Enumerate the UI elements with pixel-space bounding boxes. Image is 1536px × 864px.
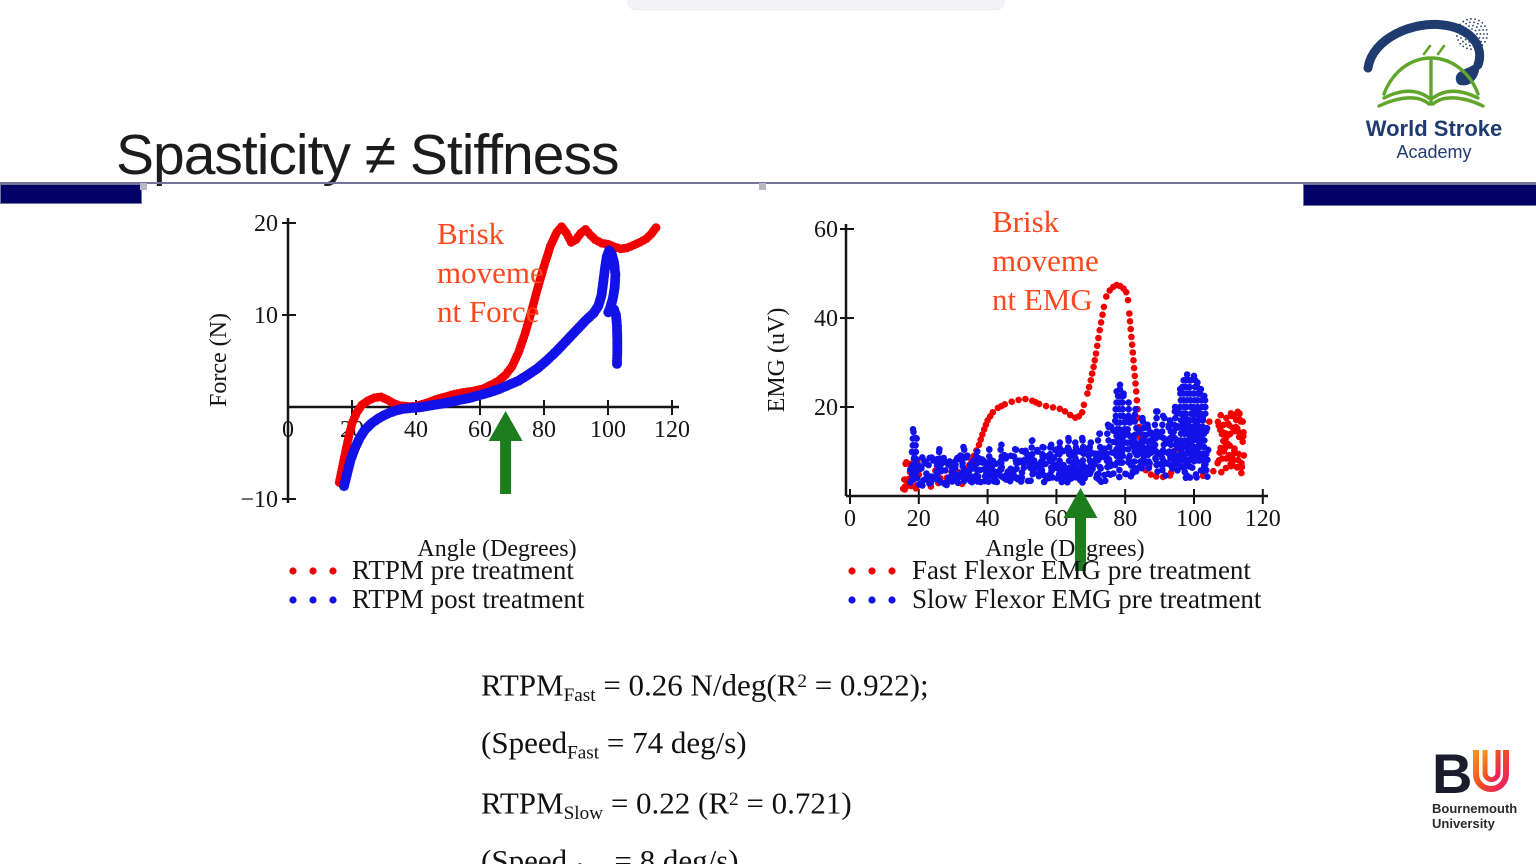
series-trace <box>339 245 623 492</box>
x-tick-label: 120 <box>654 417 690 443</box>
up-arrow-icon <box>488 411 523 494</box>
up-arrow-icon <box>1063 488 1098 571</box>
world-stroke-academy-logo: World Stroke Academy <box>1350 12 1520 162</box>
legend-marker <box>888 596 896 604</box>
legend-marker <box>868 596 876 604</box>
formula-line: RTPMSlow = 0.22 (R2 = 0.721) <box>481 786 852 825</box>
x-tick-label: 100 <box>590 417 626 443</box>
y-tick-label: −10 <box>240 487 278 513</box>
formula-line: RTPMFast = 0.26 N/deg(R2 = 0.922); <box>481 667 929 707</box>
legend-marker <box>329 596 337 604</box>
selection-handle <box>759 183 766 190</box>
legend-marker <box>329 567 337 575</box>
legend-marker <box>309 596 317 604</box>
legend-label: Fast Flexor EMG pre treatment <box>912 555 1251 585</box>
page-title: Spasticity ≠ Stiffness <box>116 123 619 188</box>
legend-label: RTPM post treatment <box>352 584 585 614</box>
legend-marker <box>309 567 317 575</box>
x-tick-label: 60 <box>468 417 492 443</box>
annotation-text: Brisk <box>437 216 505 251</box>
series-noise-band <box>1149 403 1180 479</box>
y-tick-label: 60 <box>814 217 838 243</box>
wsa-swoosh-icon <box>1363 17 1489 86</box>
bournemouth-university-logo: B Bournemouth University <box>1432 742 1532 841</box>
legend-marker <box>868 567 876 575</box>
top-toolbar-artifact <box>627 0 1005 9</box>
x-tick-label: 20 <box>907 506 931 532</box>
series-trace <box>1080 281 1130 409</box>
y-tick-label: 10 <box>254 303 278 329</box>
x-axis-title: Angle (Degrees) <box>417 536 576 562</box>
series-noise-band <box>1018 434 1081 486</box>
chart-emg: 0 20 40 60 80 100 120 20 40 60 EMG (uV) Angle (Degr… <box>764 204 1281 614</box>
legend-marker <box>888 567 896 575</box>
x-tick-label: 40 <box>404 417 428 443</box>
x-tick-label: 100 <box>1176 506 1212 532</box>
x-tick-label: 0 <box>844 506 856 532</box>
series-noise-band <box>1073 421 1114 486</box>
x-tick-label: 80 <box>532 417 556 443</box>
legend-marker <box>848 567 856 575</box>
legend-marker <box>289 567 297 575</box>
annotation-text: nt Force <box>437 294 539 329</box>
series-noise-band <box>1214 408 1248 477</box>
wsa-book-icon <box>1377 44 1485 108</box>
x-tick-label: 120 <box>1245 506 1281 532</box>
bu-logo-text-2: University <box>1432 816 1496 831</box>
navy-bar-right <box>1303 184 1536 206</box>
y-tick-label: 20 <box>814 395 838 421</box>
series-noise-band <box>1129 405 1155 477</box>
annotation-text: moveme <box>992 243 1099 278</box>
y-tick-label: 40 <box>814 306 838 332</box>
formula-block: RTPMFast = 0.26 N/deg(R2 = 0.922); (Speed… <box>481 658 929 864</box>
x-tick-label: 0 <box>282 417 294 443</box>
legend-marker <box>848 596 856 604</box>
annotation-text: Brisk <box>992 204 1060 239</box>
x-tick-label: 80 <box>1113 506 1137 532</box>
annotation-text: nt EMG <box>992 282 1093 317</box>
formula-line: (SpeedSlow = 8 deg/s) <box>481 843 739 864</box>
annotation-text: moveme <box>437 255 544 290</box>
series-noise-band <box>949 441 1026 487</box>
series-noise-band <box>1107 381 1135 481</box>
bu-letter-u-icon <box>1473 750 1509 792</box>
y-axis-title: Force (N) <box>206 313 232 407</box>
y-axis-title: EMG (uV) <box>764 308 790 413</box>
bu-letter-b: B <box>1432 746 1472 805</box>
wsa-logo-text-1: World Stroke <box>1366 116 1503 141</box>
x-tick-label: 60 <box>1044 506 1068 532</box>
divider-line <box>0 182 1536 184</box>
legend-label: RTPM pre treatment <box>352 555 574 585</box>
series-trace <box>334 222 661 487</box>
x-tick-label: 40 <box>976 506 1000 532</box>
series-noise-band <box>907 426 957 489</box>
legend-marker <box>289 596 297 604</box>
bu-logo-text-1: Bournemouth <box>1432 801 1517 816</box>
x-axis-title: Angle (Degrees) <box>985 536 1144 562</box>
navy-bar-left <box>0 184 142 204</box>
series-noise-band <box>1173 371 1212 482</box>
legend-label: Slow Flexor EMG pre treatment <box>912 584 1262 614</box>
formula-line: (SpeedFast = 74 deg/s) <box>481 725 747 764</box>
selection-handle <box>140 183 147 190</box>
wsa-logo-text-2: Academy <box>1396 142 1471 162</box>
y-tick-label: 20 <box>254 211 278 237</box>
